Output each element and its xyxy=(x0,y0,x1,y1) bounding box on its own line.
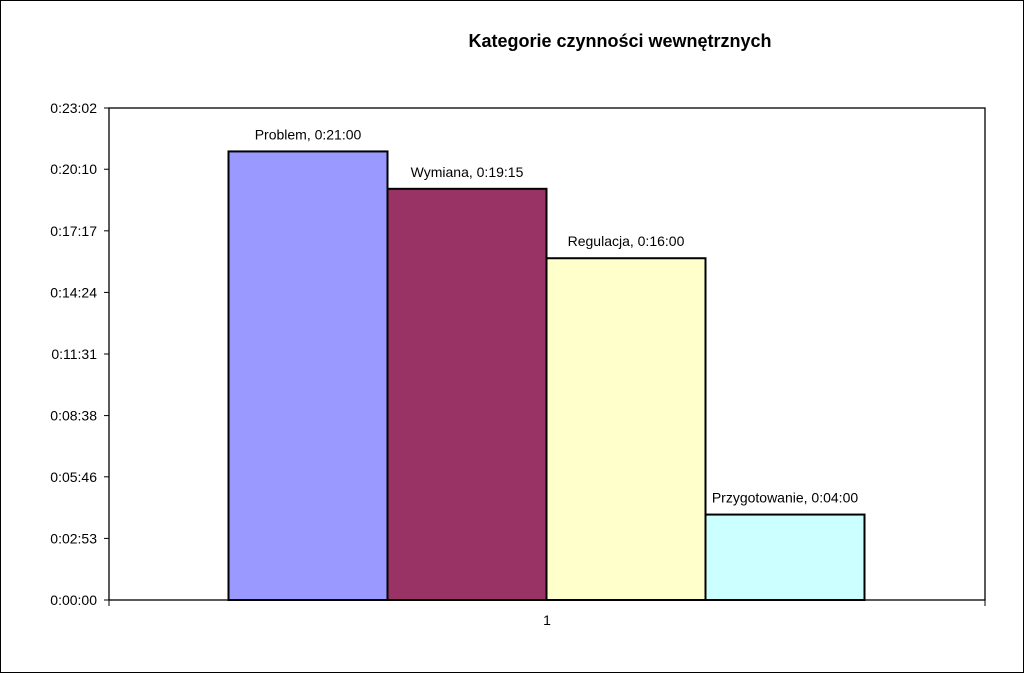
y-axis: 0:00:00 0:02:53 0:05:46 0:08:38 0:11:31 0:14:… xyxy=(50,100,109,608)
y-tick-label: 0:23:02 xyxy=(50,100,97,116)
y-tick-label: 0:02:53 xyxy=(50,530,97,546)
bars xyxy=(227,150,866,601)
bar-wymiana xyxy=(386,187,548,601)
data-label-przygotowanie: Przygotowanie, 0:04:00 xyxy=(712,490,859,506)
bar-regulacja xyxy=(545,257,707,601)
y-tick-label: 0:08:38 xyxy=(50,408,97,424)
x-tick-label: 1 xyxy=(543,612,551,628)
data-label-wymiana: Wymiana, 0:19:15 xyxy=(411,164,524,180)
y-tick-label: 0:14:24 xyxy=(50,284,97,300)
y-tick-label: 0:11:31 xyxy=(51,346,97,362)
y-tick-label: 0:20:10 xyxy=(50,161,97,177)
x-axis: 1 xyxy=(108,600,986,628)
data-label-problem: Problem, 0:21:00 xyxy=(255,126,362,142)
data-label-regulacja: Regulacja, 0:16:00 xyxy=(568,233,685,249)
y-tick-label: 0:00:00 xyxy=(50,592,97,608)
y-tick-label: 0:17:17 xyxy=(50,223,97,239)
bar-problem xyxy=(227,150,389,601)
data-labels: Problem, 0:21:00 Wymiana, 0:19:15 Regulacj… xyxy=(255,126,859,505)
chart-title: Kategorie czynności wewnętrznych xyxy=(468,31,771,51)
y-tick-label: 0:05:46 xyxy=(50,469,97,485)
bar-przygotowanie xyxy=(704,513,866,601)
